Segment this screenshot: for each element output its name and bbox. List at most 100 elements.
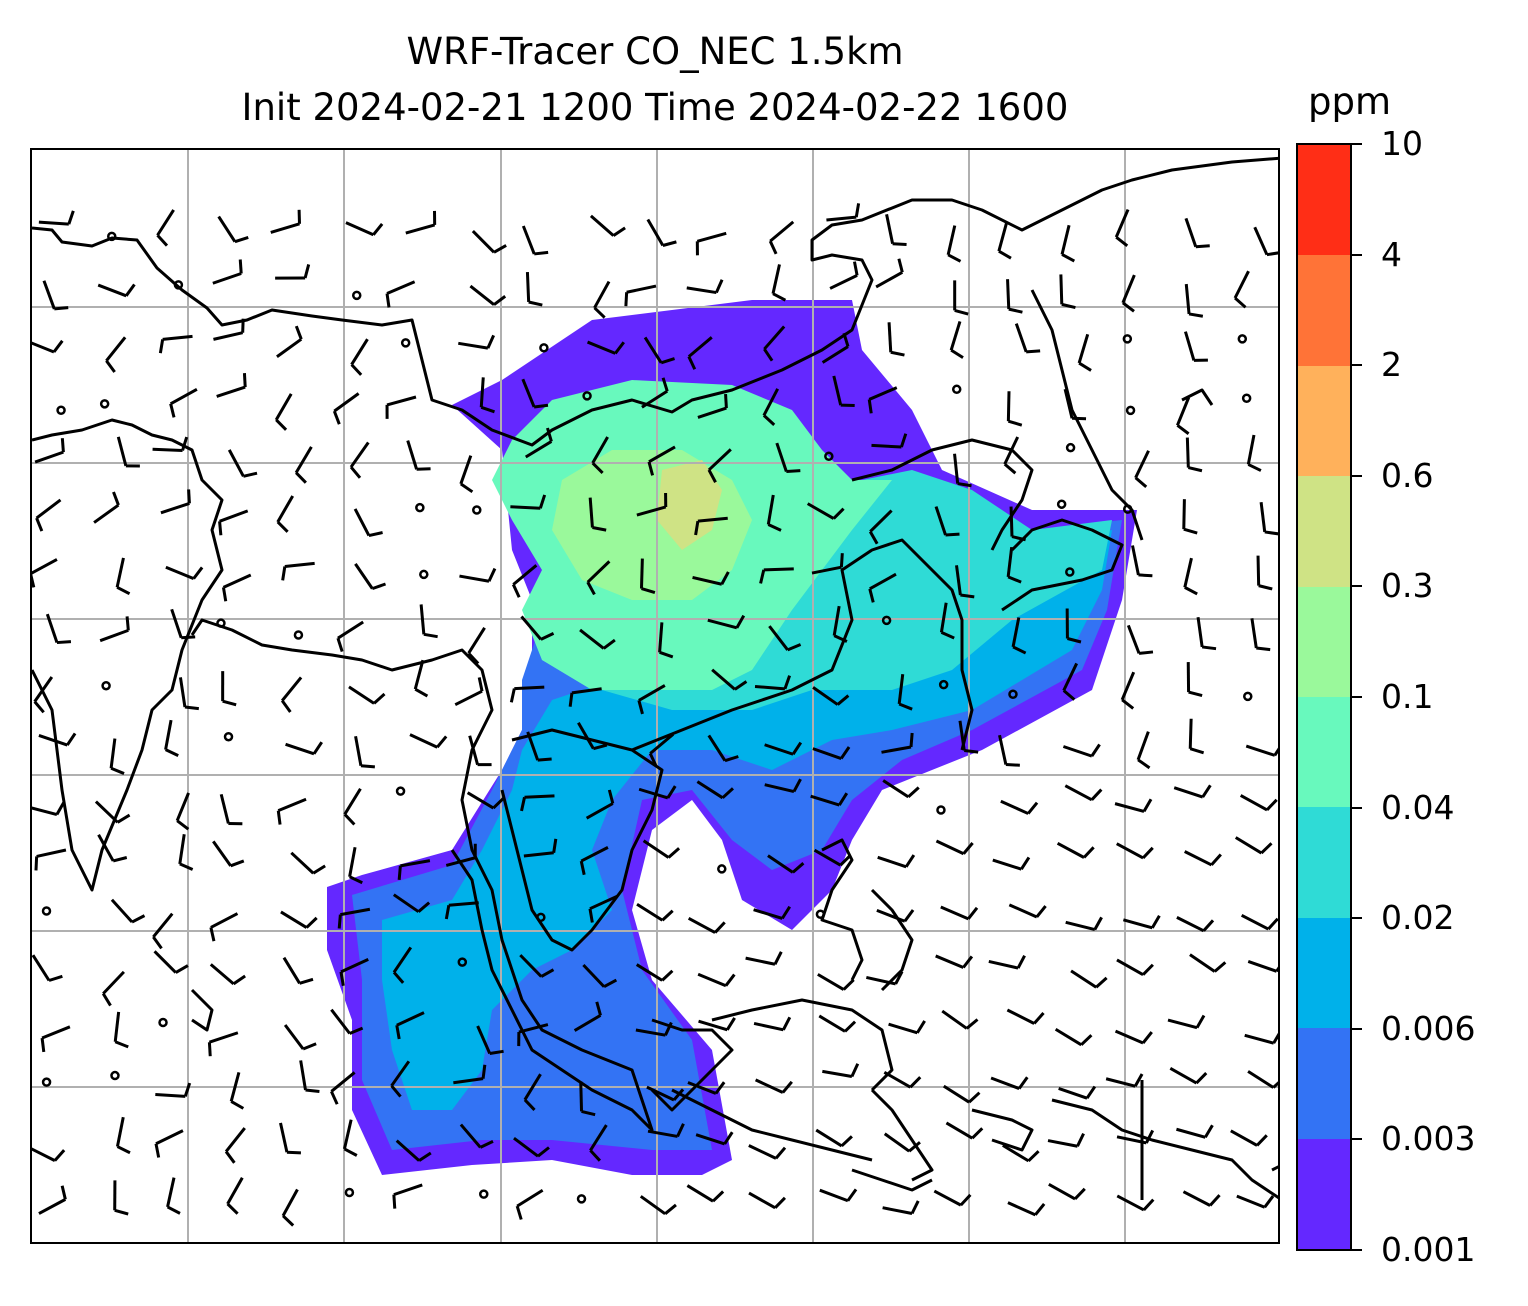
wind-barb-flag	[487, 567, 497, 582]
wind-barb-flag	[768, 240, 778, 255]
wind-barb-staff	[1062, 662, 1079, 692]
wind-barb	[568, 687, 602, 707]
wind-barb-flag	[714, 1081, 726, 1095]
wind-barb	[1116, 1129, 1155, 1145]
calm-wind-circle	[1056, 499, 1067, 509]
wind-barb-staff	[626, 284, 657, 294]
wind-barb	[290, 851, 326, 875]
wind-barb	[687, 917, 726, 934]
wind-barb-flag	[467, 652, 480, 665]
wind-barb-flag	[713, 921, 726, 934]
wind-barb	[1240, 913, 1278, 931]
wind-barb	[93, 491, 120, 524]
wind-barb	[1182, 1190, 1221, 1207]
wind-barb	[330, 1008, 364, 1035]
colorbar-tick-mark	[1352, 917, 1362, 920]
wind-barb	[639, 558, 656, 595]
wind-barb	[35, 498, 62, 532]
wind-barb	[573, 1001, 602, 1032]
wind-barb-staff	[875, 270, 904, 289]
wind-barb	[217, 215, 249, 244]
wind-barb	[1105, 1073, 1144, 1088]
wind-barb-staff	[958, 720, 966, 751]
wind-barb	[221, 573, 252, 602]
wind-barb-flag	[1202, 919, 1215, 932]
wind-barb-staff	[1007, 1201, 1036, 1217]
wind-barb-staff	[152, 912, 174, 938]
wind-barb	[1063, 388, 1087, 421]
wind-barb	[33, 676, 54, 714]
wind-barb-staff	[350, 338, 369, 366]
wind-barb-staff	[885, 214, 895, 244]
wind-barb-staff	[580, 846, 609, 863]
wind-barb-flag	[1027, 1150, 1040, 1162]
calm-wind-circle	[419, 569, 429, 580]
wind-barb-flag	[1034, 1203, 1046, 1216]
wind-barb-staff	[526, 731, 540, 761]
wind-barb	[1176, 916, 1215, 933]
wind-barb	[697, 393, 728, 419]
calm-wind-circle	[400, 338, 411, 348]
wind-barb	[1182, 499, 1198, 535]
wind-barb-flag	[1020, 856, 1031, 870]
wind-barb-flag	[417, 901, 431, 913]
wind-barb-flag	[302, 1042, 317, 1051]
wind-barb	[42, 280, 69, 311]
wind-barb	[213, 318, 245, 341]
wind-barb-flag	[372, 222, 384, 236]
wind-barb-staff	[1240, 913, 1269, 931]
wind-barb-staff	[810, 794, 840, 807]
wind-barb-staff	[641, 389, 669, 409]
wind-barb-flag	[833, 634, 848, 643]
wind-barb	[515, 1189, 544, 1220]
wind-barb	[209, 963, 246, 986]
wind-barb-staff	[448, 901, 479, 907]
wind-barb-staff	[459, 455, 473, 485]
wind-barb-staff	[521, 225, 536, 255]
wind-barb	[822, 1063, 860, 1078]
wind-barb-flag	[676, 1123, 685, 1138]
calm-wind-circle	[472, 505, 482, 515]
wind-barb-staff	[337, 620, 364, 640]
wind-barb-staff	[1105, 1077, 1136, 1088]
map-title-line2: Init 2024-02-21 1200 Time 2024-02-22 160…	[241, 86, 1069, 129]
wind-barb-flag	[1134, 476, 1148, 489]
wind-barb	[867, 386, 898, 414]
graticule-layer	[32, 150, 1278, 1242]
wind-barb-flag	[1151, 915, 1161, 929]
wind-barb-staff	[571, 687, 602, 695]
wind-barb-flag	[721, 787, 734, 799]
wind-barb-staff	[1060, 224, 1071, 255]
wind-barb-flag	[868, 588, 875, 603]
wind-barb-flag	[666, 785, 677, 799]
wind-barb-staff	[34, 450, 64, 464]
wind-barb-staff	[1054, 1027, 1083, 1047]
wind-barb	[32, 1147, 66, 1162]
wind-barb-flag	[838, 792, 849, 806]
wind-barb-flag	[940, 630, 955, 640]
wind-barb-staff	[354, 563, 374, 590]
wind-barb	[646, 218, 677, 247]
wind-barb	[454, 677, 484, 707]
wind-barb-staff	[1247, 960, 1278, 973]
wind-barb-staff	[386, 395, 417, 407]
wind-barb-flag	[773, 951, 783, 965]
wind-barb-flag	[900, 433, 908, 448]
wind-barb-staff	[589, 214, 615, 237]
wind-barb-staff	[284, 561, 315, 569]
wind-barb-flag	[116, 585, 131, 596]
wind-barb-flag	[1033, 1012, 1045, 1025]
wind-barb-flag	[281, 566, 287, 581]
wind-barb	[1247, 1070, 1278, 1089]
wind-barb-staff	[1059, 274, 1064, 305]
wind-barb-staff	[1114, 802, 1145, 813]
wind-barb-staff	[471, 229, 496, 254]
wind-barb-staff	[953, 453, 960, 484]
wind-barb	[885, 214, 907, 247]
calm-wind-circle	[41, 1077, 52, 1087]
wind-barb	[768, 625, 802, 652]
wind-barb-flag	[533, 403, 549, 409]
wind-barb-staff	[579, 1081, 584, 1112]
wind-barb-flag	[614, 341, 625, 355]
wind-barb	[152, 912, 174, 950]
